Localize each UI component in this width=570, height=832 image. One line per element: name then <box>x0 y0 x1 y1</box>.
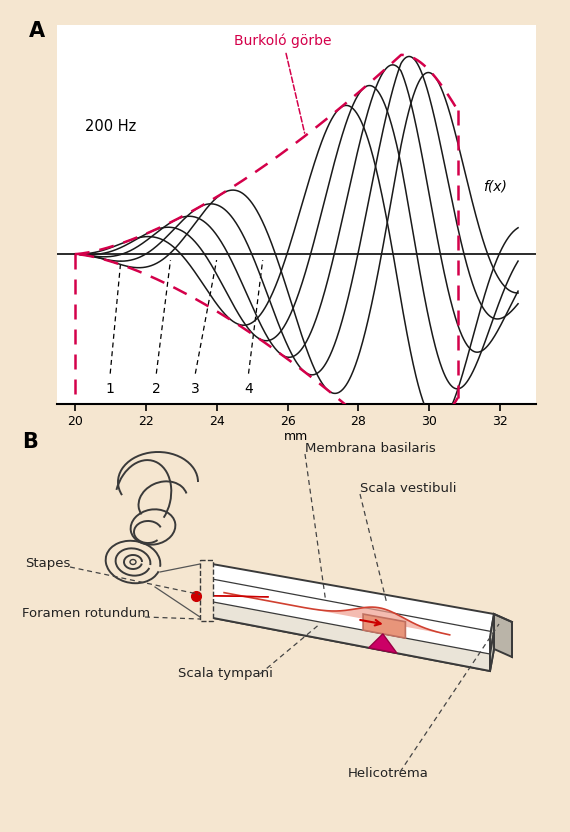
Polygon shape <box>490 632 494 671</box>
Text: Helicotrema: Helicotrema <box>348 767 429 780</box>
Polygon shape <box>224 592 450 635</box>
Polygon shape <box>208 586 490 671</box>
Text: B: B <box>22 432 38 452</box>
Text: Scala tympani: Scala tympani <box>178 667 273 680</box>
Polygon shape <box>369 634 397 653</box>
Polygon shape <box>200 560 213 621</box>
Polygon shape <box>208 595 494 671</box>
Text: 2: 2 <box>152 382 161 395</box>
Text: A: A <box>28 21 44 41</box>
Polygon shape <box>208 579 494 654</box>
Ellipse shape <box>130 559 136 564</box>
Text: Foramen rotundum: Foramen rotundum <box>22 607 150 620</box>
Text: Scala vestibuli: Scala vestibuli <box>360 482 457 495</box>
Text: 3: 3 <box>191 382 200 395</box>
Text: Membrana basilaris: Membrana basilaris <box>305 442 435 455</box>
Polygon shape <box>490 614 494 654</box>
Text: 200 Hz: 200 Hz <box>86 118 137 134</box>
Text: Stapes: Stapes <box>25 557 70 570</box>
Text: Burkoló görbe: Burkoló görbe <box>234 33 332 133</box>
Polygon shape <box>208 579 212 617</box>
Polygon shape <box>494 614 512 657</box>
Polygon shape <box>208 564 212 601</box>
X-axis label: mm: mm <box>284 429 308 443</box>
Polygon shape <box>208 564 494 637</box>
Text: 1: 1 <box>106 382 115 395</box>
Text: f(x): f(x) <box>483 180 507 193</box>
Text: 4: 4 <box>244 382 253 395</box>
Polygon shape <box>363 614 405 638</box>
